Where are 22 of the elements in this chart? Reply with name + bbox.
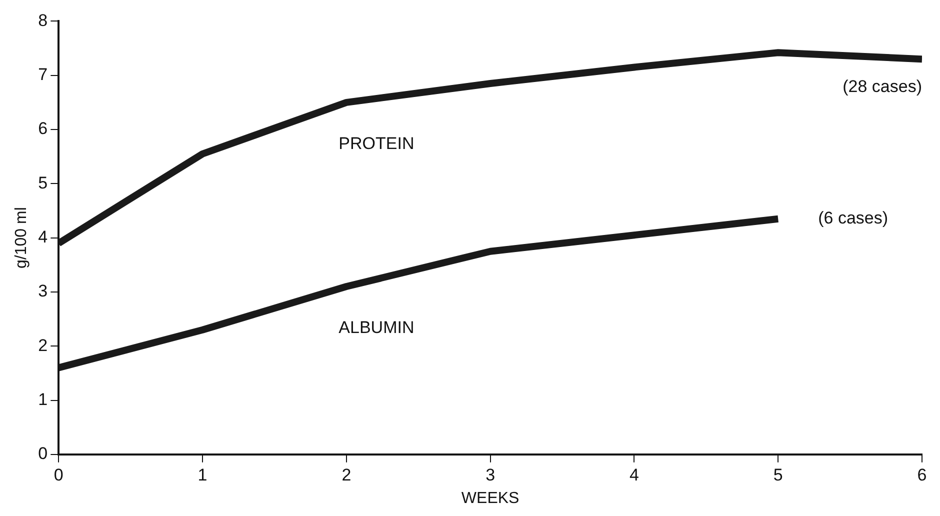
y-tick-label: 7 bbox=[38, 65, 48, 84]
x-tick-label: 6 bbox=[917, 465, 927, 484]
y-axis-title: g/100 ml bbox=[13, 207, 30, 268]
x-tick-label: 0 bbox=[54, 465, 64, 484]
x-axis-title: WEEKS bbox=[461, 490, 520, 507]
x-tick-label: 4 bbox=[629, 465, 639, 484]
annotation: (6 cases) bbox=[818, 208, 888, 228]
x-tick-label: 2 bbox=[342, 465, 352, 484]
x-tick-label: 1 bbox=[198, 465, 208, 484]
series-label: PROTEIN bbox=[338, 134, 414, 154]
y-tick-label: 6 bbox=[38, 119, 48, 138]
y-tick-label: 4 bbox=[38, 227, 48, 246]
y-tick-label: 5 bbox=[38, 173, 48, 192]
y-tick-label: 3 bbox=[38, 282, 48, 301]
series-label: ALBUMIN bbox=[338, 318, 414, 338]
annotation: (28 cases) bbox=[842, 76, 922, 96]
y-tick-label: 0 bbox=[38, 444, 48, 464]
y-tick-label: 8 bbox=[38, 10, 48, 30]
x-tick-label: 3 bbox=[486, 465, 496, 484]
x-tick-label: 5 bbox=[773, 465, 783, 484]
y-tick-label: 1 bbox=[38, 390, 48, 409]
y-tick-label: 2 bbox=[38, 336, 48, 355]
